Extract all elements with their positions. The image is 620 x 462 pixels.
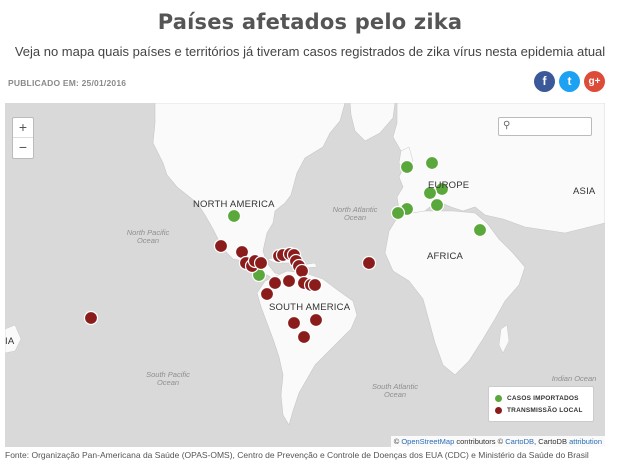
local-markers: [83, 238, 377, 345]
local-marker[interactable]: [294, 263, 310, 279]
map-search-input[interactable]: ⚲: [498, 117, 592, 136]
label-north-america: NORTH AMERICA: [193, 199, 275, 210]
imported-marker[interactable]: [390, 205, 406, 221]
label-africa: AFRICA: [427, 251, 464, 262]
googleplus-share-button[interactable]: g+: [584, 71, 605, 92]
local-marker[interactable]: [361, 255, 377, 271]
local-marker[interactable]: [286, 315, 302, 331]
attrib-copy: ©: [393, 437, 400, 446]
local-marker[interactable]: [267, 275, 283, 291]
legend-imported: CASOS IMPORTADOS: [495, 392, 587, 404]
page-title: Países afetados pelo zika: [157, 10, 463, 34]
legend-imported-label: CASOS IMPORTADOS: [507, 394, 579, 402]
legend-local-label: TRANSMISSÃO LOCAL: [507, 406, 583, 414]
label-asia: ASIA: [573, 186, 596, 197]
local-marker[interactable]: [281, 273, 297, 289]
label-indian-ocean: Indian Ocean: [551, 374, 597, 383]
africa-land: [384, 210, 526, 376]
local-marker[interactable]: [307, 277, 323, 293]
attrib-contrib: contributors ©: [456, 437, 504, 446]
local-marker[interactable]: [253, 255, 269, 271]
label-north-pacific: North Pacific Ocean: [126, 228, 170, 245]
map-legend: CASOS IMPORTADOS TRANSMISSÃO LOCAL: [488, 386, 594, 422]
magnifier-icon: ⚲: [503, 120, 511, 131]
local-marker[interactable]: [308, 312, 324, 328]
imported-marker[interactable]: [399, 159, 415, 175]
source-note: Fonte: Organização Pan-Americana da Saúd…: [5, 450, 589, 460]
legend-imported-swatch: [495, 394, 502, 402]
imported-marker[interactable]: [422, 185, 438, 201]
label-edge: IA: [5, 336, 15, 347]
page-subtitle: Veja no mapa quais países e territórios …: [14, 44, 606, 59]
cartodb-link[interactable]: CartoDB: [505, 437, 535, 446]
attribution-link[interactable]: attribution: [569, 437, 602, 446]
label-europe: EUROPE: [428, 180, 470, 191]
map-attribution: © OpenStreetMap contributors © CartoDB, …: [390, 436, 605, 447]
imported-marker[interactable]: [424, 155, 440, 171]
basemap: [5, 103, 605, 447]
imported-marker[interactable]: [429, 197, 445, 213]
local-marker[interactable]: [213, 238, 229, 254]
label-south-america: SOUTH AMERICA: [269, 302, 351, 313]
south-america-land: [256, 270, 358, 426]
twitter-share-button[interactable]: t: [559, 71, 580, 92]
map[interactable]: + − ⚲ NORTH AMERICA SOUTH AMERICA EUROPE…: [5, 103, 605, 447]
local-marker[interactable]: [259, 286, 275, 302]
local-marker[interactable]: [296, 329, 312, 345]
zoom-in-button[interactable]: +: [13, 118, 33, 138]
publish-date: PUBLICADO EM: 25/01/2016: [8, 78, 127, 88]
greenland-land: [349, 103, 396, 142]
zoom-control: + −: [12, 117, 34, 159]
label-south-atlantic: South Atlantic Ocean: [372, 382, 418, 399]
legend-local-swatch: [495, 406, 502, 414]
label-south-pacific: South Pacific Ocean: [146, 370, 190, 387]
imported-marker[interactable]: [472, 222, 488, 238]
attrib-sep: , CartoDB: [534, 437, 567, 446]
osm-link[interactable]: OpenStreetMap: [401, 437, 455, 446]
legend-local: TRANSMISSÃO LOCAL: [495, 404, 587, 416]
label-north-atlantic: North Atlantic Ocean: [332, 205, 378, 222]
facebook-share-button[interactable]: f: [534, 71, 555, 92]
imported-markers: [226, 155, 488, 283]
imported-marker[interactable]: [226, 208, 242, 224]
local-marker[interactable]: [83, 310, 99, 326]
zoom-out-button[interactable]: −: [18, 139, 28, 155]
